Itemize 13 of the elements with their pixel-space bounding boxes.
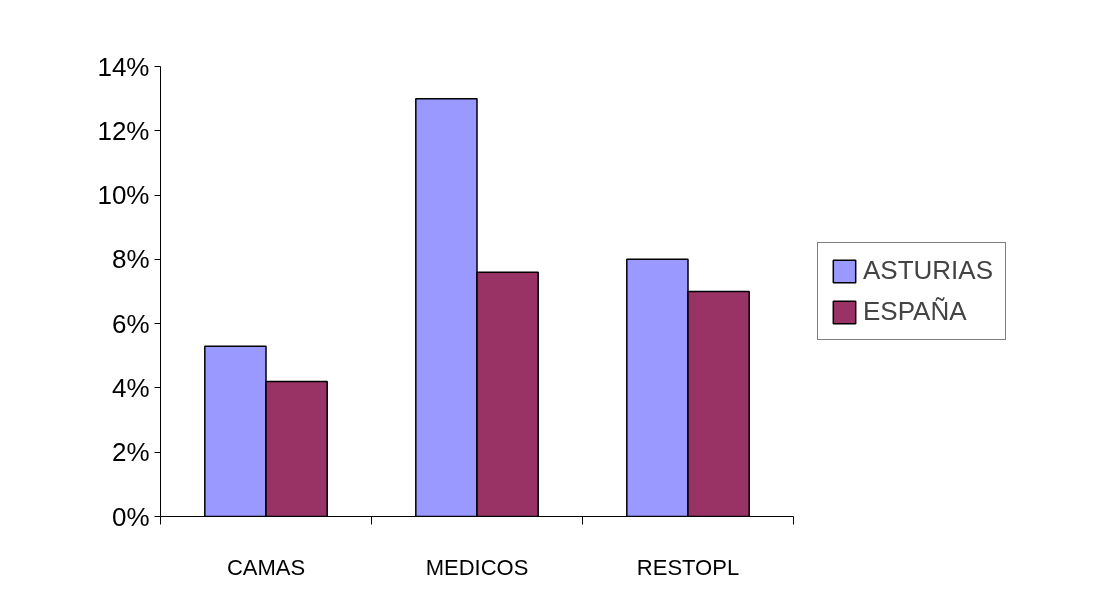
y-tick-label: 12% [97, 115, 150, 146]
legend-label: ASTURIAS [863, 255, 994, 286]
y-tick-label: 0% [111, 501, 150, 532]
y-tick-label: 2% [111, 437, 150, 468]
x-tick-label: MEDICOS [425, 554, 529, 580]
y-tick-label: 4% [111, 372, 150, 403]
y-tick-label: 8% [111, 244, 150, 275]
x-tick-label: RESTOPL [636, 554, 740, 580]
y-tick-label: 10% [97, 180, 150, 211]
y-tick-label: 6% [111, 308, 150, 339]
x-tick-label: CAMAS [226, 554, 306, 580]
legend-label: ESPAÑA [863, 296, 967, 327]
y-tick-label: 14% [97, 51, 150, 82]
